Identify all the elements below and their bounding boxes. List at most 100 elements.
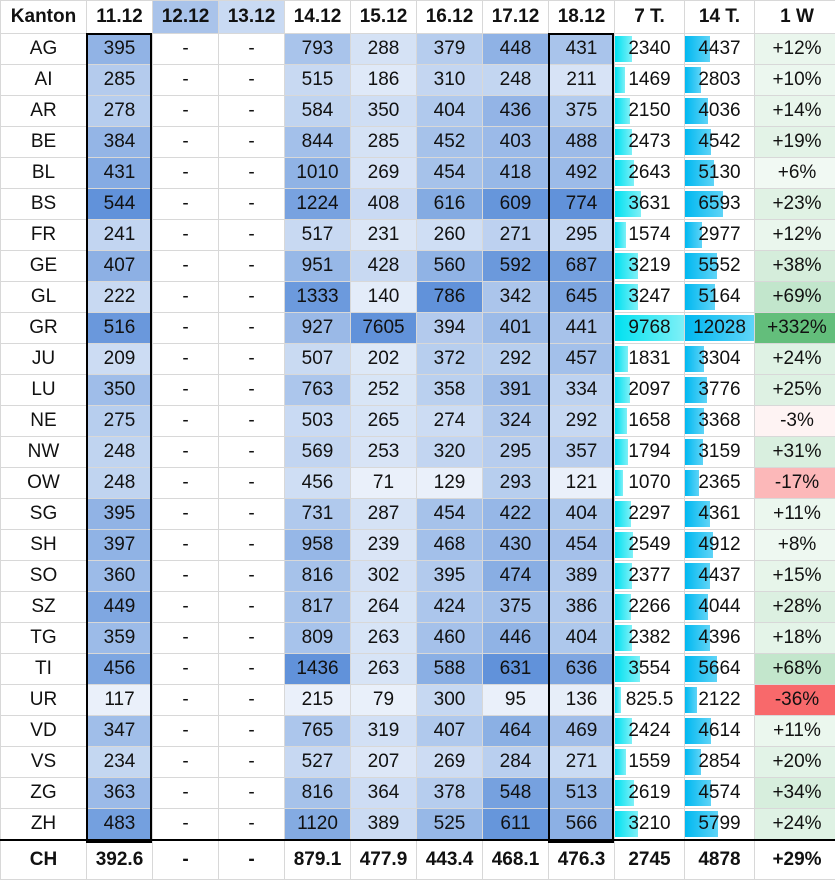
day-value-cell[interactable]: 492 xyxy=(548,157,615,189)
day-value-cell[interactable]: 248 xyxy=(86,467,153,499)
day-value-cell[interactable]: - xyxy=(152,498,219,530)
canton-cell[interactable]: TG xyxy=(0,622,87,654)
day-value-cell[interactable]: 7605 xyxy=(350,312,417,344)
day-value-cell[interactable]: 446 xyxy=(482,622,549,654)
day-value-cell[interactable]: 121 xyxy=(548,467,615,499)
day-value-cell[interactable]: 584 xyxy=(284,95,351,127)
day-value-cell[interactable]: 394 xyxy=(416,312,483,344)
day-value-cell[interactable]: 424 xyxy=(416,591,483,623)
week-change-cell[interactable]: +6% xyxy=(754,157,835,189)
canton-cell[interactable]: NE xyxy=(0,405,87,437)
day-value-cell[interactable]: 379 xyxy=(416,33,483,65)
day-value-cell[interactable]: 302 xyxy=(350,560,417,592)
day-value-cell[interactable]: - xyxy=(152,653,219,685)
day-value-cell[interactable]: 264 xyxy=(350,591,417,623)
day-value-cell[interactable]: 927 xyxy=(284,312,351,344)
week-change-cell[interactable]: +23% xyxy=(754,188,835,220)
day-value-cell[interactable]: 569 xyxy=(284,436,351,468)
sum-14-day-cell[interactable]: 5664 xyxy=(684,653,755,685)
day-value-cell[interactable]: 295 xyxy=(482,436,549,468)
day-value-cell[interactable]: 292 xyxy=(548,405,615,437)
day-value-cell[interactable]: 386 xyxy=(548,591,615,623)
sum-14-day-cell[interactable]: 5164 xyxy=(684,281,755,313)
day-value-cell[interactable]: 474 xyxy=(482,560,549,592)
day-value-cell[interactable]: 95 xyxy=(482,684,549,716)
day-value-cell[interactable]: 275 xyxy=(86,405,153,437)
day-value-cell[interactable]: - xyxy=(152,529,219,561)
day-value-cell[interactable]: - xyxy=(218,560,285,592)
day-value-cell[interactable]: - xyxy=(218,64,285,96)
day-value-cell[interactable]: 248 xyxy=(86,436,153,468)
total-label[interactable]: CH xyxy=(0,839,87,880)
day-value-cell[interactable]: - xyxy=(218,715,285,747)
day-value-cell[interactable]: 407 xyxy=(86,250,153,282)
sum-7-day-cell[interactable]: 2297 xyxy=(614,498,685,530)
week-change-cell[interactable]: +14% xyxy=(754,95,835,127)
header-day[interactable]: 14.12 xyxy=(284,0,351,34)
day-value-cell[interactable]: - xyxy=(152,560,219,592)
sum-14-day-cell[interactable]: 6593 xyxy=(684,188,755,220)
sum-7-day-cell[interactable]: 3631 xyxy=(614,188,685,220)
day-value-cell[interactable]: - xyxy=(218,777,285,809)
sum-14-day-cell[interactable]: 3304 xyxy=(684,343,755,375)
day-value-cell[interactable]: - xyxy=(152,374,219,406)
day-value-cell[interactable]: - xyxy=(152,281,219,313)
day-value-cell[interactable]: 384 xyxy=(86,126,153,158)
day-value-cell[interactable]: 809 xyxy=(284,622,351,654)
day-value-cell[interactable]: - xyxy=(218,405,285,437)
day-value-cell[interactable]: 395 xyxy=(86,498,153,530)
sum-7-day-cell[interactable]: 1794 xyxy=(614,436,685,468)
day-value-cell[interactable]: - xyxy=(152,746,219,778)
day-value-cell[interactable]: 350 xyxy=(350,95,417,127)
sum-14-day-cell[interactable]: 4361 xyxy=(684,498,755,530)
day-value-cell[interactable]: 404 xyxy=(548,498,615,530)
day-value-cell[interactable]: 319 xyxy=(350,715,417,747)
week-change-cell[interactable]: +11% xyxy=(754,498,835,530)
sum-14-day-cell[interactable]: 4044 xyxy=(684,591,755,623)
sum-7-day-cell[interactable]: 1559 xyxy=(614,746,685,778)
day-value-cell[interactable]: 469 xyxy=(548,715,615,747)
day-value-cell[interactable]: 300 xyxy=(416,684,483,716)
day-value-cell[interactable]: 397 xyxy=(86,529,153,561)
day-value-cell[interactable]: 391 xyxy=(482,374,549,406)
day-value-cell[interactable]: 448 xyxy=(482,33,549,65)
day-value-cell[interactable]: 786 xyxy=(416,281,483,313)
day-value-cell[interactable]: - xyxy=(152,188,219,220)
header-14-day-sum[interactable]: 14 T. xyxy=(684,0,755,34)
day-value-cell[interactable]: - xyxy=(218,374,285,406)
day-value-cell[interactable]: - xyxy=(152,343,219,375)
total-value[interactable]: 392.6 xyxy=(86,839,153,880)
day-value-cell[interactable]: - xyxy=(218,746,285,778)
day-value-cell[interactable]: 816 xyxy=(284,777,351,809)
day-value-cell[interactable]: 687 xyxy=(548,250,615,282)
sum-7-day-cell[interactable]: 1831 xyxy=(614,343,685,375)
sum-14-day-cell[interactable]: 2122 xyxy=(684,684,755,716)
header-day[interactable]: 18.12 xyxy=(548,0,615,34)
day-value-cell[interactable]: 248 xyxy=(482,64,549,96)
total-value[interactable]: 4878 xyxy=(684,839,755,880)
day-value-cell[interactable]: 616 xyxy=(416,188,483,220)
day-value-cell[interactable]: 260 xyxy=(416,219,483,251)
canton-cell[interactable]: AI xyxy=(0,64,87,96)
day-value-cell[interactable]: 375 xyxy=(548,95,615,127)
day-value-cell[interactable]: 295 xyxy=(548,219,615,251)
day-value-cell[interactable]: 408 xyxy=(350,188,417,220)
sum-7-day-cell[interactable]: 2619 xyxy=(614,777,685,809)
day-value-cell[interactable]: 334 xyxy=(548,374,615,406)
sum-7-day-cell[interactable]: 3247 xyxy=(614,281,685,313)
day-value-cell[interactable]: - xyxy=(152,64,219,96)
sum-14-day-cell[interactable]: 5130 xyxy=(684,157,755,189)
day-value-cell[interactable]: - xyxy=(218,157,285,189)
day-value-cell[interactable]: - xyxy=(152,808,219,841)
day-value-cell[interactable]: 287 xyxy=(350,498,417,530)
sum-7-day-cell[interactable]: 1070 xyxy=(614,467,685,499)
sum-7-day-cell[interactable]: 3219 xyxy=(614,250,685,282)
day-value-cell[interactable]: 372 xyxy=(416,343,483,375)
day-value-cell[interactable]: 253 xyxy=(350,436,417,468)
header-7-day-sum[interactable]: 7 T. xyxy=(614,0,685,34)
day-value-cell[interactable]: 483 xyxy=(86,808,153,841)
day-value-cell[interactable]: 324 xyxy=(482,405,549,437)
week-change-cell[interactable]: +11% xyxy=(754,715,835,747)
canton-cell[interactable]: BS xyxy=(0,188,87,220)
day-value-cell[interactable]: - xyxy=(218,498,285,530)
